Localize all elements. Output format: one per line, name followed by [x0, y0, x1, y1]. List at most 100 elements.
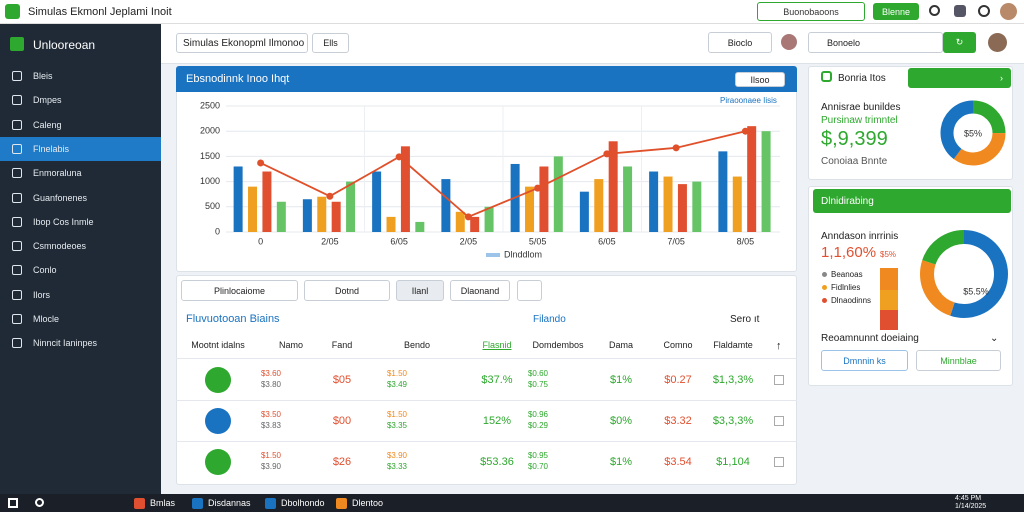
action-button[interactable]: Dmnnin ks [821, 350, 908, 371]
table-cell: 152% [482, 415, 512, 427]
icon-button[interactable] [978, 5, 990, 17]
line-point [257, 159, 265, 167]
column-header[interactable]: Dama [608, 340, 633, 350]
taskbar-icon[interactable] [134, 498, 145, 509]
avatar[interactable] [1000, 3, 1017, 20]
row-action[interactable] [774, 457, 784, 467]
taskbar-item[interactable]: Disdannas [208, 498, 251, 508]
mini-bar [880, 310, 898, 330]
line-point [395, 153, 403, 161]
bar [594, 179, 604, 232]
go-button[interactable]: ↻ [943, 32, 976, 53]
column-header[interactable]: Namo [278, 340, 303, 350]
table-sort[interactable]: Sero ıt [730, 314, 760, 325]
table-cell: $0.95 [527, 451, 549, 460]
line-series [260, 130, 746, 218]
toolbar-button[interactable]: Plinlocaiome [181, 280, 298, 301]
clock: 1/14/2025 [955, 503, 987, 510]
legend-dot [822, 285, 827, 290]
donut-segment [920, 230, 1008, 318]
table-cell: $1.50 [386, 410, 408, 419]
nav-icon [12, 216, 22, 227]
table-cell: $0.70 [527, 462, 549, 471]
toolbar-button[interactable]: Ilanl [396, 280, 444, 301]
table-cell: $3.49 [386, 380, 408, 389]
nav-item[interactable]: Caleng [33, 119, 62, 130]
nav-item[interactable]: Csmnodeoes [33, 241, 87, 252]
donut-segment [940, 100, 1006, 166]
taskbar-icon[interactable] [265, 498, 276, 509]
table-cell: $3.54 [664, 456, 692, 468]
taskbar-icon[interactable] [336, 498, 347, 509]
taskbar-icon[interactable] [192, 498, 203, 509]
summary-label: Annisrae bunildes [821, 102, 901, 113]
column-header[interactable]: Fand [331, 340, 353, 350]
filter-dropdown[interactable]: Ells [312, 33, 349, 53]
action-button[interactable]: Minnblae [916, 350, 1001, 371]
header-search-2[interactable]: Bonoelo [808, 32, 943, 53]
row-action[interactable] [774, 416, 784, 426]
chart-button[interactable]: Ilsoo [735, 72, 785, 87]
nav-item[interactable]: Bleis [33, 71, 53, 81]
column-header[interactable]: Flasnid [482, 340, 512, 350]
chevron[interactable]: ⌄ [990, 333, 999, 344]
card-icon [821, 71, 832, 82]
toolbar-button[interactable]: Dlaonand [450, 280, 510, 301]
table-filter[interactable]: Filando [533, 314, 566, 325]
bar [747, 126, 757, 232]
table-cell: $1.50 [260, 451, 282, 460]
avatar[interactable] [781, 34, 797, 50]
summary-donut: $5% [940, 100, 1006, 166]
badge-button[interactable]: Blenne [873, 3, 919, 20]
summary-footer: Conoiaa Bnnte [821, 156, 888, 167]
nav-icon [12, 143, 22, 154]
user-dropdown[interactable]: Bioclo [708, 32, 772, 53]
search-box[interactable]: Buonobaoons [757, 2, 865, 21]
nav-icon [12, 119, 22, 130]
row-divider [176, 441, 797, 442]
nav-item[interactable]: Guanfonenes [33, 192, 88, 203]
nav-item[interactable]: Ibop Cos Inmle [33, 216, 94, 227]
nav-item[interactable]: Mlocle [33, 314, 60, 324]
bar [718, 151, 728, 232]
sort-arrow[interactable]: ↑ [776, 340, 782, 352]
brand: Unlooreoan [33, 38, 96, 52]
nav-item[interactable]: Flnelabis [33, 143, 70, 154]
bar [372, 171, 382, 232]
column-header[interactable]: Flaldamte [713, 340, 753, 350]
header-search[interactable]: Simulas Ekonopml Ilmonoo [176, 33, 308, 53]
nav-item[interactable]: Dmpes [33, 95, 62, 106]
avatar[interactable] [988, 33, 1007, 52]
taskbar-item[interactable]: Bmlas [150, 498, 176, 508]
start-icon[interactable] [8, 498, 18, 508]
bar [302, 199, 312, 232]
summary-title: Bonria Itos [838, 73, 886, 84]
toolbar-button[interactable]: Dotnd [304, 280, 390, 301]
table-cell: $0.27 [664, 374, 692, 386]
nav-icon [12, 192, 22, 203]
summary-button[interactable]: › [908, 68, 1011, 88]
row-action[interactable] [774, 375, 784, 385]
search-icon[interactable] [35, 498, 44, 507]
taskbar-item[interactable]: Dlentoo [352, 498, 384, 508]
bar [579, 191, 589, 232]
x-tick-label: 0 [258, 236, 263, 246]
icon-button[interactable] [954, 5, 966, 17]
bar [677, 184, 687, 232]
icon-button[interactable] [929, 5, 940, 16]
column-header[interactable]: Comno [663, 340, 693, 350]
donut-label: $5.5% [963, 286, 989, 296]
bar [415, 221, 425, 232]
taskbar-item[interactable]: Dbolhondo [281, 498, 325, 508]
nav-item[interactable]: Ilors [33, 289, 51, 300]
column-header[interactable]: Bendo [403, 340, 431, 350]
nav-item[interactable]: Enmoraluna [33, 168, 82, 179]
toolbar-icon[interactable] [517, 280, 542, 301]
x-tick-label: 6/05 [598, 236, 616, 246]
nav-item[interactable]: Conlo [33, 265, 57, 276]
nav-item[interactable]: Ninncit Ianinpes [33, 338, 98, 349]
column-header[interactable]: Domdembos [532, 340, 584, 350]
column-header[interactable]: Mootnt idalns [191, 340, 245, 350]
nav-icon [12, 168, 22, 179]
bar [761, 131, 771, 232]
